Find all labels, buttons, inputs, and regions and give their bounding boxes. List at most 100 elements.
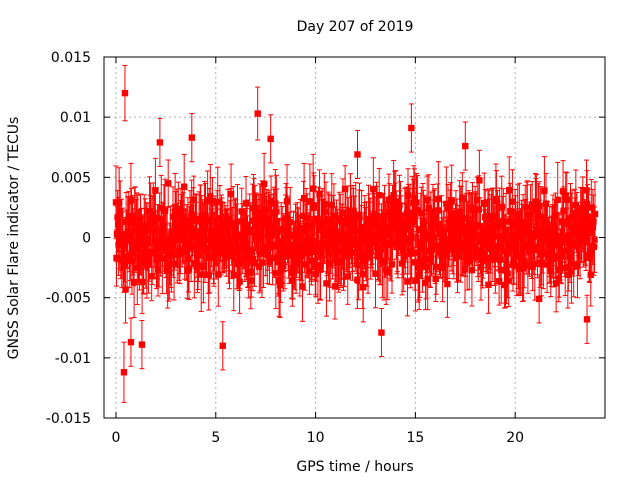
marker-square	[422, 279, 429, 287]
marker-square	[445, 240, 453, 248]
marker-square	[344, 273, 351, 280]
marker-square	[428, 240, 435, 247]
marker-square	[565, 264, 572, 271]
marker-square	[475, 206, 483, 213]
marker-square	[251, 208, 259, 216]
y-tick-label: 0.015	[51, 50, 91, 66]
marker-square	[544, 221, 551, 229]
marker-square	[496, 218, 503, 225]
marker-square	[520, 259, 528, 266]
marker-square	[360, 283, 367, 291]
marker-square	[566, 238, 573, 246]
marker-square	[342, 220, 349, 227]
marker-square	[130, 278, 138, 286]
marker-square	[137, 215, 144, 222]
marker-square	[475, 253, 482, 261]
marker-square	[364, 238, 371, 246]
marker-square	[122, 286, 129, 293]
marker-square	[370, 185, 377, 193]
marker-square	[503, 250, 511, 257]
marker-square	[148, 273, 155, 280]
marker-square	[538, 260, 545, 268]
marker-square	[126, 234, 133, 242]
marker-square	[372, 219, 380, 226]
marker-square	[417, 226, 424, 234]
marker-square	[505, 277, 512, 284]
marker-square	[559, 239, 566, 246]
marker-square	[523, 204, 531, 211]
marker-square	[306, 198, 314, 205]
marker-square	[492, 255, 499, 262]
marker-square	[339, 209, 347, 216]
marker-square	[167, 253, 175, 260]
marker-square	[396, 219, 404, 226]
marker-square	[500, 235, 508, 243]
marker-square	[249, 255, 257, 263]
marker-square	[423, 196, 431, 203]
marker-square	[288, 269, 296, 277]
marker-square	[572, 220, 579, 227]
marker-square	[417, 240, 424, 248]
marker-square	[390, 214, 398, 221]
marker-square	[526, 247, 533, 254]
marker-square	[412, 277, 419, 284]
marker-square	[252, 217, 260, 224]
marker-square	[182, 238, 189, 245]
marker-square	[194, 263, 202, 271]
marker-square	[355, 261, 362, 269]
marker-square	[188, 134, 196, 141]
marker-square	[205, 271, 212, 279]
marker-square	[113, 254, 120, 262]
marker-square	[554, 196, 561, 203]
marker-square	[297, 247, 305, 254]
marker-square	[479, 255, 486, 263]
marker-square	[464, 228, 472, 236]
marker-square	[114, 214, 121, 221]
marker-square	[509, 198, 516, 205]
marker-square	[279, 238, 286, 245]
y-tick-label: 0	[82, 231, 91, 247]
marker-square	[326, 260, 333, 268]
marker-square	[418, 210, 425, 217]
marker-square	[154, 266, 162, 274]
marker-square	[317, 262, 324, 269]
marker-square	[232, 222, 239, 230]
marker-square	[170, 260, 178, 267]
marker-square	[551, 238, 559, 246]
marker-square	[540, 249, 547, 256]
marker-square	[535, 202, 543, 210]
marker-square	[297, 224, 304, 232]
marker-square	[242, 200, 250, 207]
data-point	[127, 317, 135, 367]
marker-square	[386, 208, 393, 216]
marker-square	[438, 225, 445, 233]
marker-square	[162, 244, 169, 252]
marker-square	[448, 197, 455, 204]
marker-square	[557, 252, 565, 260]
marker-square	[260, 247, 267, 254]
marker-square	[491, 233, 499, 240]
marker-square	[377, 246, 385, 253]
marker-square	[256, 263, 263, 270]
marker-square	[587, 271, 594, 279]
marker-square	[206, 252, 213, 260]
marker-square	[137, 241, 145, 248]
marker-square	[390, 192, 397, 199]
data-point	[219, 321, 226, 371]
marker-square	[325, 244, 332, 251]
marker-square	[361, 232, 368, 240]
marker-square	[333, 229, 340, 236]
marker-square	[588, 204, 595, 211]
marker-square	[398, 260, 406, 267]
marker-square	[179, 216, 187, 223]
marker-square	[271, 242, 278, 250]
marker-square	[559, 188, 567, 195]
marker-square	[164, 180, 172, 187]
marker-square	[196, 240, 203, 247]
marker-square	[190, 196, 197, 203]
marker-square	[138, 341, 146, 348]
marker-square	[198, 271, 205, 278]
marker-square	[214, 198, 221, 206]
marker-square	[340, 252, 348, 259]
marker-square	[323, 280, 330, 287]
